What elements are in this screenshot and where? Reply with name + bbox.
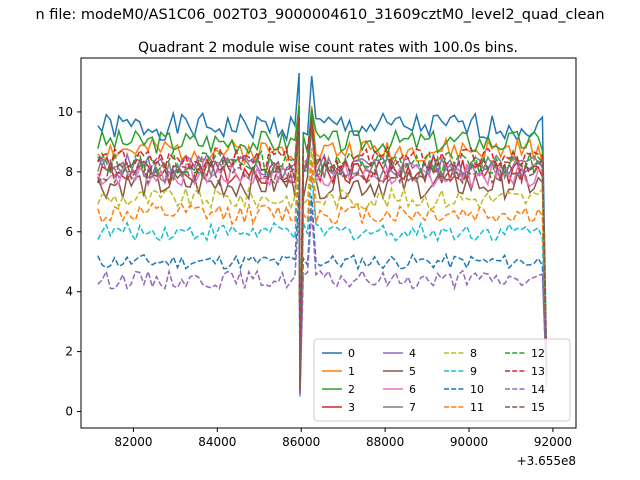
- legend-label: 13: [531, 365, 545, 378]
- series-layer: [97, 72, 548, 397]
- legend-label: 6: [409, 383, 416, 396]
- legend-label: 2: [348, 383, 355, 396]
- legend-label: 5: [409, 365, 416, 378]
- series-line-8: [97, 144, 548, 391]
- x-tick-label: 88000: [366, 435, 404, 449]
- y-axis: 0 2 4 6 8 10: [58, 105, 81, 419]
- legend-label: 11: [470, 401, 484, 414]
- y-tick-label: 10: [58, 105, 73, 119]
- figure-suptitle: n file: modeM0/AS1C06_002T03_9000004610_…: [35, 7, 604, 23]
- x-tick-label: 86000: [282, 435, 320, 449]
- legend-label: 12: [531, 347, 545, 360]
- legend-label: 7: [409, 401, 416, 414]
- legend-label: 15: [531, 401, 545, 414]
- x-tick-label: 84000: [198, 435, 236, 449]
- plot-frame: [80, 57, 577, 429]
- legend-label: 0: [348, 347, 355, 360]
- series-line-5: [97, 123, 548, 394]
- legend-label: 4: [409, 347, 416, 360]
- chart-title: Quadrant 2 module wise count rates with …: [138, 40, 518, 56]
- y-tick-label: 4: [65, 285, 73, 299]
- legend-label: 3: [348, 401, 355, 414]
- legend-label: 1: [348, 365, 355, 378]
- series-line-10: [97, 192, 548, 394]
- legend-label: 8: [470, 347, 477, 360]
- series-line-11: [97, 156, 548, 391]
- legend-label: 10: [470, 383, 484, 396]
- legend-box: [313, 338, 571, 422]
- x-tick-label: 82000: [114, 435, 152, 449]
- legend-label: 14: [531, 383, 545, 396]
- y-tick-label: 6: [65, 225, 73, 239]
- series-line-9: [97, 171, 548, 394]
- series-line-6: [97, 123, 548, 391]
- x-tick-label: 90000: [450, 435, 488, 449]
- y-tick-label: 0: [65, 405, 73, 419]
- x-tick-label: 92000: [534, 435, 572, 449]
- x-axis: 82000 84000 86000 88000 90000 92000: [114, 428, 572, 449]
- legend-label: 9: [470, 365, 477, 378]
- x-offset-label: +3.655e8: [517, 454, 576, 468]
- y-tick-label: 2: [65, 345, 73, 359]
- series-line-0: [97, 72, 548, 382]
- series-line-12: [97, 111, 548, 388]
- series-line-13: [97, 117, 548, 388]
- series-line-15: [97, 120, 548, 391]
- series-line-14: [97, 207, 548, 397]
- y-tick-label: 8: [65, 165, 73, 179]
